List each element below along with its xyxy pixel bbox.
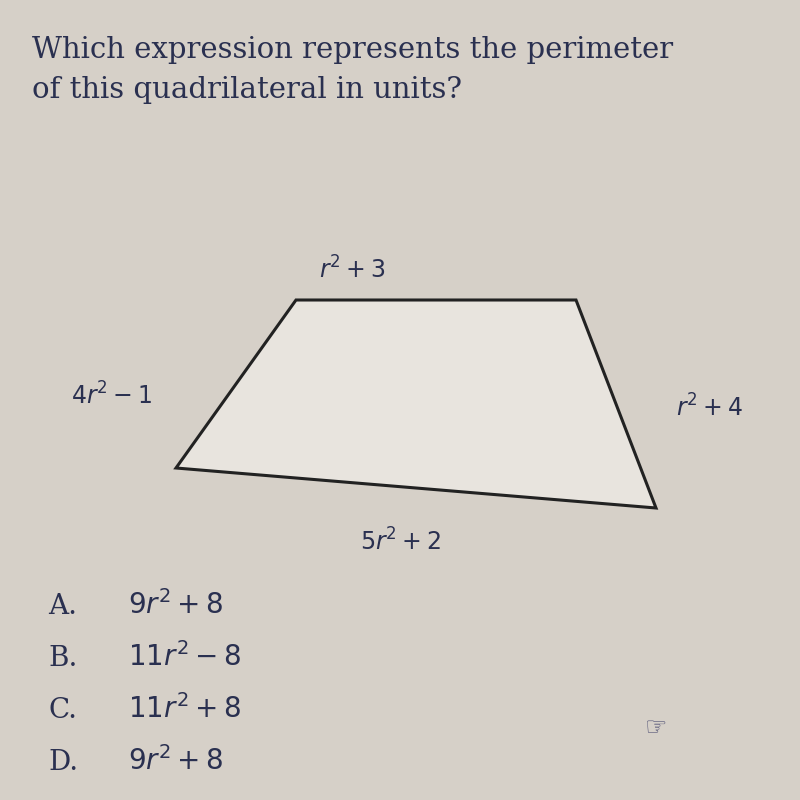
Text: D.: D. [48, 749, 78, 776]
Text: $9r^2+8$: $9r^2+8$ [128, 590, 223, 620]
Text: $r^2+3$: $r^2+3$ [319, 257, 385, 284]
Text: B.: B. [48, 645, 78, 672]
Text: Which expression represents the perimeter: Which expression represents the perimete… [32, 36, 673, 64]
Text: $r^2+4$: $r^2+4$ [676, 394, 742, 422]
Text: $11r^2-8$: $11r^2-8$ [128, 642, 241, 672]
Text: $5r^2+2$: $5r^2+2$ [360, 528, 440, 555]
Text: $11r^2+8$: $11r^2+8$ [128, 694, 241, 724]
Text: C.: C. [48, 697, 77, 724]
Text: $4r^2-1$: $4r^2-1$ [71, 382, 152, 410]
Polygon shape [176, 300, 656, 508]
Text: of this quadrilateral in units?: of this quadrilateral in units? [32, 76, 462, 104]
Text: ☞: ☞ [645, 716, 667, 740]
Text: $9r^2+8$: $9r^2+8$ [128, 746, 223, 776]
Text: A.: A. [48, 593, 77, 620]
